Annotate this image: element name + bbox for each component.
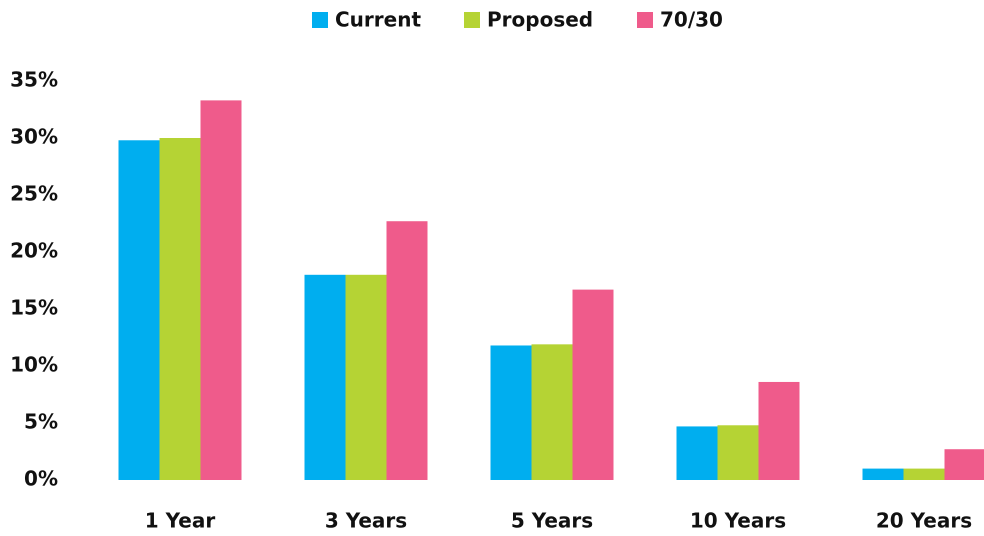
- x-tick-label: 3 Years: [325, 509, 407, 533]
- bar: [862, 468, 904, 480]
- x-tick-label: 1 Year: [145, 509, 216, 533]
- y-tick-label: 35%: [10, 68, 58, 92]
- bar: [304, 274, 346, 480]
- legend-swatch: [637, 12, 653, 28]
- bar: [903, 468, 945, 480]
- legend-label: 70/30: [660, 8, 723, 32]
- legend-label: Proposed: [487, 8, 593, 32]
- x-tick-label: 20 Years: [876, 509, 972, 533]
- bar: [717, 425, 759, 480]
- y-tick-label: 15%: [10, 296, 58, 320]
- y-tick-label: 30%: [10, 125, 58, 149]
- legend-swatch: [464, 12, 480, 28]
- bar: [159, 138, 201, 480]
- bar: [345, 274, 387, 480]
- bar: [758, 381, 800, 480]
- bar: [572, 289, 614, 480]
- bar: [118, 140, 160, 480]
- legend-swatch: [312, 12, 328, 28]
- bar: [944, 449, 984, 480]
- y-tick-label: 25%: [10, 182, 58, 206]
- x-tick-label: 10 Years: [690, 509, 786, 533]
- y-tick-label: 10%: [10, 353, 58, 377]
- y-tick-label: 20%: [10, 239, 58, 263]
- bar: [490, 345, 532, 480]
- bar: [200, 100, 242, 480]
- y-tick-label: 5%: [24, 410, 58, 434]
- bar: [531, 344, 573, 480]
- x-tick-label: 5 Years: [511, 509, 593, 533]
- legend-label: Current: [335, 8, 421, 32]
- y-tick-label: 0%: [24, 467, 58, 491]
- bar: [386, 221, 428, 480]
- bar: [676, 426, 718, 480]
